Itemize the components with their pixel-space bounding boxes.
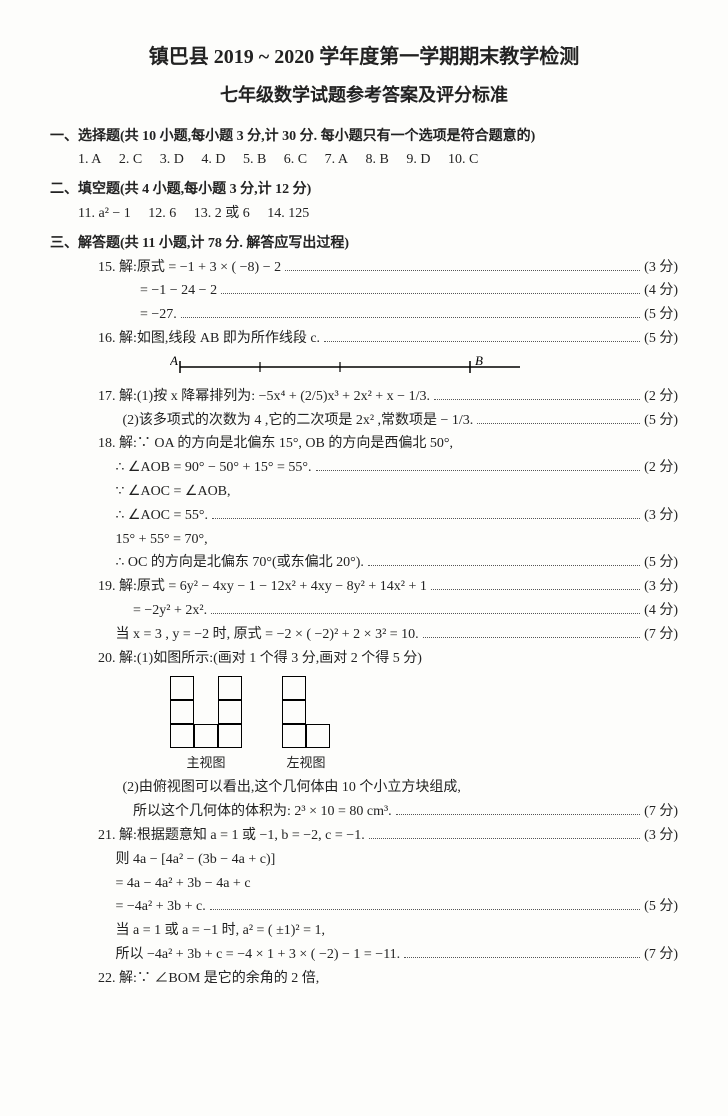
q18-line1: 18. 解:∵ OA 的方向是北偏东 15°, OB 的方向是西偏北 50°,: [50, 432, 678, 456]
q19-line2: = −2y² + 2x².(4 分): [50, 599, 678, 623]
mc-7: 7. A: [325, 148, 348, 172]
section3-heading: 三、解答题(共 11 小题,计 78 分. 解答应写出过程): [50, 232, 678, 256]
mc-3: 3. D: [160, 148, 184, 172]
q18-line4: ∴ ∠AOC = 55°.(3 分): [50, 504, 678, 528]
q22-line1: 22. 解:∵ ∠BOM 是它的余角的 2 倍,: [50, 967, 678, 991]
section2-heading: 二、填空题(共 4 小题,每小题 3 分,计 12 分): [50, 178, 678, 202]
page-subtitle: 七年级数学试题参考答案及评分标准: [50, 80, 678, 111]
q18-line3: ∵ ∠AOC = ∠AOB,: [50, 480, 678, 504]
q20-line1: 20. 解:(1)如图所示:(画对 1 个得 3 分,画对 2 个得 5 分): [50, 647, 678, 671]
q18-line6: ∴ OC 的方向是北偏东 70°(或东偏北 20°).(5 分): [50, 551, 678, 575]
q19-line3: 当 x = 3 , y = −2 时, 原式 = −2 × ( −2)² + 2…: [50, 623, 678, 647]
q19-line1: 19. 解:原式 = 6y² − 4xy − 1 − 12x² + 4xy − …: [50, 575, 678, 599]
q21-line6: 所以 −4a² + 3b + c = −4 × 1 + 3 × ( −2) − …: [50, 943, 678, 967]
q15-line1: 15. 解:原式 = −1 + 3 × ( −8) − 2(3 分): [50, 256, 678, 280]
mc-8: 8. B: [365, 148, 388, 172]
left-view: 左视图: [282, 676, 330, 774]
q20-line3: 所以这个几何体的体积为: 2³ × 10 = 80 cm³.(7 分): [50, 800, 678, 824]
mc-9: 9. D: [406, 148, 430, 172]
fill-14: 14. 125: [267, 202, 309, 226]
mc-10: 10. C: [448, 148, 478, 172]
mc-6: 6. C: [284, 148, 307, 172]
fill-12: 12. 6: [148, 202, 176, 226]
fill-13: 13. 2 或 6: [194, 202, 250, 226]
front-view: 主视图: [170, 676, 242, 774]
q21-line2: 则 4a − [4a² − (3b − 4a + c)]: [50, 848, 678, 872]
mc-4: 4. D: [201, 148, 225, 172]
mc-5: 5. B: [243, 148, 266, 172]
fill-11: 11. a² − 1: [78, 202, 131, 226]
q20-views: 主视图 左视图: [170, 676, 678, 774]
mc-2: 2. C: [119, 148, 142, 172]
q15-line3: = −27.(5 分): [50, 303, 678, 327]
q18-line2: ∴ ∠AOB = 90° − 50° + 15° = 55°.(2 分): [50, 456, 678, 480]
mc-1: 1. A: [78, 148, 101, 172]
section1-heading: 一、选择题(共 10 小题,每小题 3 分,计 30 分. 每小题只有一个选项是…: [50, 125, 678, 149]
point-a-label: A: [170, 355, 178, 368]
front-view-caption: 主视图: [170, 752, 242, 774]
q18-line5: 15° + 55° = 70°,: [50, 528, 678, 552]
q15-line2: = −1 − 24 − 2(4 分): [50, 279, 678, 303]
mc-answers: 1. A 2. C 3. D 4. D 5. B 6. C 7. A 8. B …: [50, 148, 678, 172]
segment-ab-figure: A B: [170, 355, 678, 379]
fill-answers: 11. a² − 1 12. 6 13. 2 或 6 14. 125: [50, 202, 678, 226]
q17-line1: 17. 解:(1)按 x 降幂排列为: −5x⁴ + (2/5)x³ + 2x²…: [50, 385, 678, 409]
q20-line2: (2)由俯视图可以看出,这个几何体由 10 个小立方块组成,: [50, 776, 678, 800]
page-title: 镇巴县 2019 ~ 2020 学年度第一学期期末教学检测: [50, 40, 678, 74]
q17-line2: (2)该多项式的次数为 4 ,它的二次项是 2x² ,常数项是 − 1/3.(5…: [50, 409, 678, 433]
q16-line: 16. 解:如图,线段 AB 即为所作线段 c.(5 分): [50, 327, 678, 351]
q21-line5: 当 a = 1 或 a = −1 时, a² = ( ±1)² = 1,: [50, 919, 678, 943]
point-b-label: B: [475, 355, 483, 368]
q21-line3: = 4a − 4a² + 3b − 4a + c: [50, 872, 678, 896]
q21-line4: = −4a² + 3b + c.(5 分): [50, 895, 678, 919]
left-view-caption: 左视图: [282, 752, 330, 774]
q21-line1: 21. 解:根据题意知 a = 1 或 −1, b = −2, c = −1.(…: [50, 824, 678, 848]
